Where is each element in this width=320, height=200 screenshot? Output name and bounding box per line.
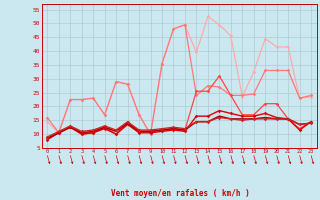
Text: Vent moyen/en rafales ( km/h ): Vent moyen/en rafales ( km/h ) (111, 189, 250, 198)
